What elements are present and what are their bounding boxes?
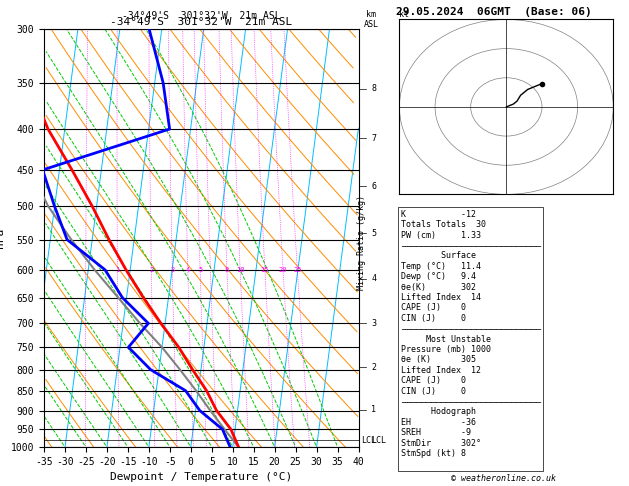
Title: -34°49'S  301°32'W  21m ASL: -34°49'S 301°32'W 21m ASL: [110, 17, 292, 27]
X-axis label: Dewpoint / Temperature (°C): Dewpoint / Temperature (°C): [110, 472, 292, 483]
Text: 6: 6: [371, 182, 376, 191]
Y-axis label: hPa: hPa: [0, 228, 5, 248]
Text: 3: 3: [371, 319, 376, 328]
Text: 3: 3: [170, 267, 174, 273]
Text: 2: 2: [371, 363, 376, 372]
Text: 15: 15: [260, 267, 269, 273]
Text: 1: 1: [371, 405, 376, 414]
Text: 4: 4: [186, 267, 190, 273]
Text: -34°49'S  301°32'W  21m ASL: -34°49'S 301°32'W 21m ASL: [122, 12, 281, 21]
Text: 8: 8: [371, 84, 376, 93]
Text: 7: 7: [371, 134, 376, 143]
Text: km
ASL: km ASL: [364, 10, 379, 29]
Text: Mixing Ratio (g/kg): Mixing Ratio (g/kg): [357, 195, 366, 291]
Text: 5: 5: [371, 229, 376, 238]
Text: 10: 10: [236, 267, 245, 273]
Text: 25: 25: [293, 267, 302, 273]
Text: LCL: LCL: [360, 435, 376, 445]
Text: 1: 1: [115, 267, 120, 273]
Text: LCL: LCL: [371, 435, 386, 445]
Text: kt: kt: [399, 10, 409, 19]
Text: 29.05.2024  06GMT  (Base: 06): 29.05.2024 06GMT (Base: 06): [396, 7, 592, 17]
Text: 5: 5: [198, 267, 203, 273]
Text: 20: 20: [279, 267, 287, 273]
Text: 4: 4: [371, 275, 376, 283]
Text: © weatheronline.co.uk: © weatheronline.co.uk: [451, 474, 555, 483]
Text: K           -12
Totals Totals  30
PW (cm)     1.33
────────────────────────────
: K -12 Totals Totals 30 PW (cm) 1.33 ────…: [401, 210, 541, 469]
Text: 8: 8: [225, 267, 229, 273]
Text: 2: 2: [149, 267, 153, 273]
